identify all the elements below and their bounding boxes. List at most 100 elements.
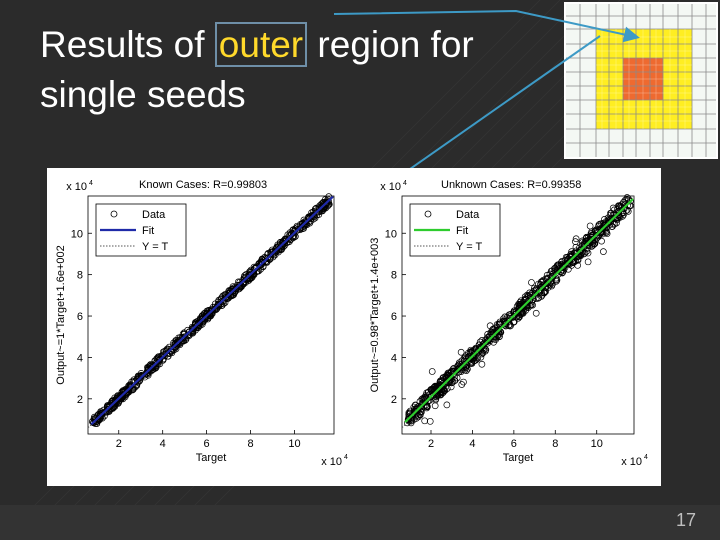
data-point <box>181 333 189 341</box>
data-point <box>523 298 531 306</box>
data-point <box>532 295 540 303</box>
legend-box <box>409 203 501 257</box>
data-point <box>467 346 475 354</box>
y-axis-label: Output~=1*Target+1.6e+002 <box>55 245 67 384</box>
data-point <box>460 378 467 386</box>
data-point <box>541 288 549 295</box>
data-point <box>588 243 596 250</box>
x-axis-label: Target <box>196 452 227 464</box>
data-point <box>478 360 486 368</box>
data-point <box>604 214 612 222</box>
data-point <box>460 354 468 362</box>
data-point <box>317 204 325 212</box>
region-grid-inset <box>564 2 718 159</box>
data-point <box>454 362 462 370</box>
data-point <box>586 222 594 230</box>
data-point <box>503 314 511 321</box>
data-point <box>558 260 565 268</box>
y-tick-label: 6 <box>391 311 397 323</box>
data-point <box>544 278 552 286</box>
data-point <box>609 204 617 212</box>
data-point <box>302 219 309 227</box>
data-point <box>578 246 585 254</box>
data-point <box>519 303 527 311</box>
data-point <box>160 351 168 358</box>
y-tick-label: 10 <box>71 228 83 240</box>
data-point <box>598 237 605 245</box>
x-tick-label: 6 <box>204 438 210 450</box>
data-point <box>490 338 497 346</box>
x-tick-label: 2 <box>116 438 122 450</box>
data-point <box>436 385 443 392</box>
data-point <box>499 315 507 323</box>
data-point <box>459 362 466 370</box>
data-point <box>406 414 414 422</box>
data-point <box>419 395 427 402</box>
data-point <box>584 258 592 266</box>
data-point <box>214 302 221 310</box>
x-tick-label: 10 <box>591 438 603 450</box>
data-point <box>306 219 314 227</box>
data-point <box>521 301 529 308</box>
x-axis-multiplier: x 10 <box>621 456 642 468</box>
plot-title: Known Cases: R=0.99803 <box>139 179 267 191</box>
data-point <box>469 352 477 360</box>
data-point <box>610 206 618 214</box>
data-point <box>431 402 439 410</box>
y-tick-label: 4 <box>77 352 83 364</box>
y-tick-label: 8 <box>391 270 397 282</box>
x-tick-label: 8 <box>247 438 253 450</box>
data-point <box>444 375 452 383</box>
data-point <box>599 223 607 231</box>
data-point <box>430 391 437 399</box>
x-tick-label: 8 <box>552 438 558 450</box>
legend: Data Fit Y = T <box>409 203 501 257</box>
data-point <box>621 196 629 204</box>
legend: Data Fit Y = T <box>95 203 187 257</box>
data-point <box>269 250 276 258</box>
data-point <box>219 297 227 305</box>
data-point <box>131 378 139 386</box>
data-point <box>546 281 554 289</box>
regression-plots-panel: 2 4 6 8 10 2 4 6 8 10 x 10 4 x 10 4 Known Cases: R=0.9… <box>47 168 661 486</box>
data-point <box>595 221 603 229</box>
data-point <box>486 322 494 330</box>
data-point <box>605 218 613 225</box>
data-point <box>540 289 548 296</box>
x-axis-multiplier-exponent: 4 <box>644 454 648 461</box>
y-tick-label: 10 <box>385 228 397 240</box>
data-point <box>319 202 327 210</box>
data-point <box>196 318 204 326</box>
slide-title: Results of outer region for single seeds <box>40 20 560 120</box>
data-point <box>462 364 470 372</box>
data-point <box>287 232 294 240</box>
data-point <box>532 309 540 317</box>
data-point <box>404 416 412 423</box>
plot-title: Unknown Cases: R=0.99358 <box>441 179 581 191</box>
data-point <box>559 263 567 271</box>
data-point <box>481 345 489 353</box>
data-point <box>232 285 239 292</box>
legend-data-marker <box>110 210 118 218</box>
region-grid-diagram <box>566 4 716 157</box>
data-point <box>601 216 608 223</box>
data-point <box>148 364 156 372</box>
data-point <box>278 242 286 250</box>
y-axis-multiplier: x 10 <box>66 181 87 193</box>
data-point <box>572 235 580 243</box>
legend-label-yt: Y = T <box>456 241 482 253</box>
data-point <box>510 318 518 325</box>
data-point <box>584 249 592 257</box>
data-point <box>514 314 522 322</box>
data-point <box>510 318 517 326</box>
y-tick-label: 6 <box>77 311 83 323</box>
data-point <box>451 377 458 384</box>
data-point <box>163 350 171 357</box>
x-tick-label: 4 <box>160 438 166 450</box>
data-point <box>289 229 297 237</box>
data-point <box>457 348 465 356</box>
y-tick-label: 8 <box>77 270 83 282</box>
data-point <box>620 198 628 206</box>
